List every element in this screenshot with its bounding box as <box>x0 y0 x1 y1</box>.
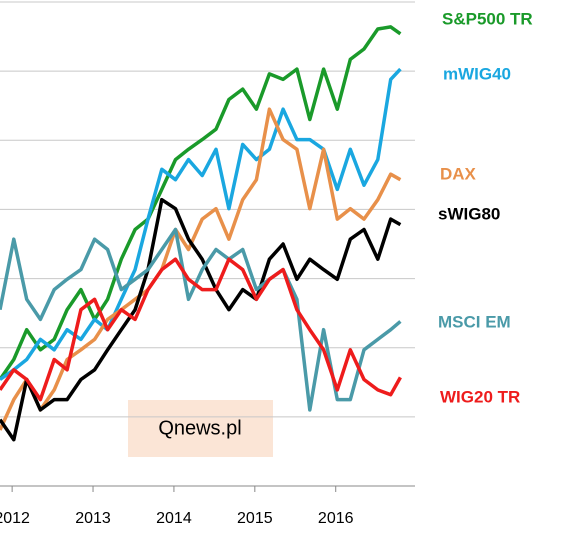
x-tick-label: 2012 <box>0 510 30 527</box>
legend-label: WIG20 TR <box>440 387 520 406</box>
series-line <box>0 197 402 442</box>
legend-label: sWIG80 <box>438 204 500 223</box>
watermark-box <box>128 400 273 457</box>
x-tick-label: 2016 <box>318 510 354 527</box>
series-line <box>0 67 402 381</box>
x-tick-label: 2013 <box>75 510 111 527</box>
series-line <box>0 257 402 402</box>
x-tick-label: 2014 <box>156 510 192 527</box>
series-line <box>0 227 402 412</box>
legend-label: DAX <box>440 164 477 183</box>
legend-label: S&P500 TR <box>442 9 533 28</box>
watermark: Qnews.pl <box>158 417 241 439</box>
legend-label: MSCI EM <box>438 312 511 331</box>
x-tick-label: 2015 <box>237 510 273 527</box>
series-line <box>0 107 402 431</box>
legend-label: mWIG40 <box>443 64 511 83</box>
series-line <box>0 25 402 381</box>
